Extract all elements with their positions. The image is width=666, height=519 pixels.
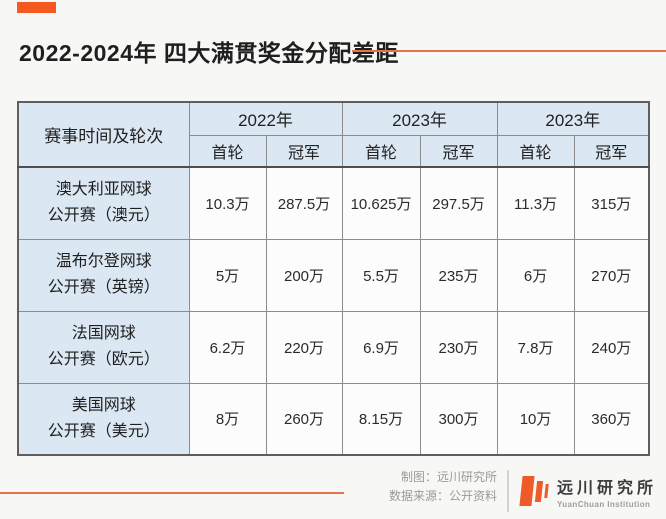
prize-value-cell: 8万	[188, 382, 267, 456]
source-line: 数据来源：公开资料	[388, 489, 497, 503]
event-name-line1: 美国网球	[71, 396, 136, 414]
table-row: 澳大利亚网球 公开赛（澳元） 10.3万 287.5万 10.625万 297.…	[17, 166, 650, 240]
year-header-cell: 2023年	[341, 101, 498, 136]
prize-value-cell: 7.8万	[496, 310, 575, 384]
event-name-line2: 公开赛（美元）	[47, 422, 160, 440]
footer-rule	[0, 492, 344, 494]
yuanchuan-logo: 远川研究所 YuanChuan Institution	[519, 473, 657, 509]
champion-header-cell: 冠军	[265, 134, 343, 168]
credit-line: 制图：远川研究所	[400, 470, 497, 484]
prize-value-cell: 5万	[188, 238, 267, 312]
title-rule	[352, 50, 666, 52]
event-name-line2: 公开赛（澳元）	[47, 207, 160, 225]
table-row: 温布尔登网球 公开赛（英镑） 5万 200万 5.5万 235万 6万 270万	[17, 238, 650, 312]
prize-value-cell: 300万	[419, 382, 498, 456]
prize-value-cell: 315万	[573, 166, 650, 240]
table-header-year-row: 赛事时间及轮次 2022年 2023年 2023年	[17, 101, 650, 168]
event-name-line1: 法国网球	[71, 325, 136, 342]
prize-value-cell: 230万	[419, 310, 498, 384]
year-header-cell: 2022年	[188, 101, 343, 136]
accent-block	[17, 2, 56, 13]
event-name-cell: 法国网球 公开赛（欧元）	[17, 310, 190, 384]
prize-value-cell: 220万	[265, 310, 343, 384]
table-header-sub-row: 首轮 冠军 首轮 冠军 首轮 冠军	[18, 134, 650, 168]
round-header-cell: 首轮	[496, 134, 575, 168]
logo-bar-icon	[534, 480, 544, 502]
champion-header-cell: 冠军	[573, 134, 650, 168]
prize-value-cell: 5.5万	[341, 238, 421, 312]
logo-title: 远川研究所	[557, 479, 658, 497]
prize-value-cell: 6万	[496, 238, 575, 312]
event-name-line1: 澳大利亚网球	[55, 181, 152, 199]
prize-value-cell: 297.5万	[419, 166, 498, 240]
prize-value-cell: 8.15万	[341, 382, 421, 456]
logo-text: 远川研究所 YuanChuan Institution	[557, 474, 657, 509]
prize-value-cell: 200万	[265, 238, 343, 312]
prize-table: 赛事时间及轮次 2022年 2023年 2023年 首轮 冠军 首轮 冠军 首轮…	[17, 101, 651, 456]
event-name-line2: 公开赛（英镑）	[47, 279, 160, 296]
logo-subtitle: YuanChuan Institution	[557, 499, 651, 509]
prize-value-cell: 10.625万	[341, 166, 421, 240]
page-title: 2022-2024年 四大满贯奖金分配差距	[19, 40, 399, 66]
logo-bar-icon	[544, 484, 549, 498]
prize-value-cell: 10万	[496, 382, 575, 456]
table-row: 美国网球 公开赛（美元） 8万 260万 8.15万 300万 10万 360万	[17, 382, 650, 456]
prize-value-cell: 287.5万	[265, 166, 343, 240]
round-header-cell: 首轮	[341, 134, 421, 168]
prize-value-cell: 240万	[573, 310, 650, 384]
event-name-cell: 美国网球 公开赛（美元）	[17, 382, 190, 456]
event-name-line1: 温布尔登网球	[55, 253, 152, 270]
prize-value-cell: 10.3万	[188, 166, 267, 240]
footer-divider	[507, 470, 509, 512]
prize-value-cell: 11.3万	[496, 166, 575, 240]
event-name-cell: 温布尔登网球 公开赛（英镑）	[17, 238, 190, 312]
credits: 制图：远川研究所 数据来源：公开资料	[277, 468, 497, 506]
logo-bar-icon	[519, 476, 535, 506]
prize-value-cell: 235万	[419, 238, 498, 312]
champion-header-cell: 冠军	[419, 134, 498, 168]
round-header-cell: 首轮	[188, 134, 267, 168]
prize-value-cell: 6.9万	[341, 310, 421, 384]
event-name-line2: 公开赛（欧元）	[47, 351, 160, 368]
corner-header-cell: 赛事时间及轮次	[17, 101, 190, 168]
prize-value-cell: 260万	[265, 382, 343, 456]
prize-value-cell: 6.2万	[188, 310, 267, 384]
prize-value-cell: 270万	[573, 238, 650, 312]
year-header-cell: 2023年	[496, 101, 650, 136]
event-name-cell: 澳大利亚网球 公开赛（澳元）	[17, 166, 190, 240]
table-row: 法国网球 公开赛（欧元） 6.2万 220万 6.9万 230万 7.8万 24…	[17, 310, 650, 384]
prize-value-cell: 360万	[573, 382, 650, 456]
logo-bars-icon	[519, 473, 549, 509]
